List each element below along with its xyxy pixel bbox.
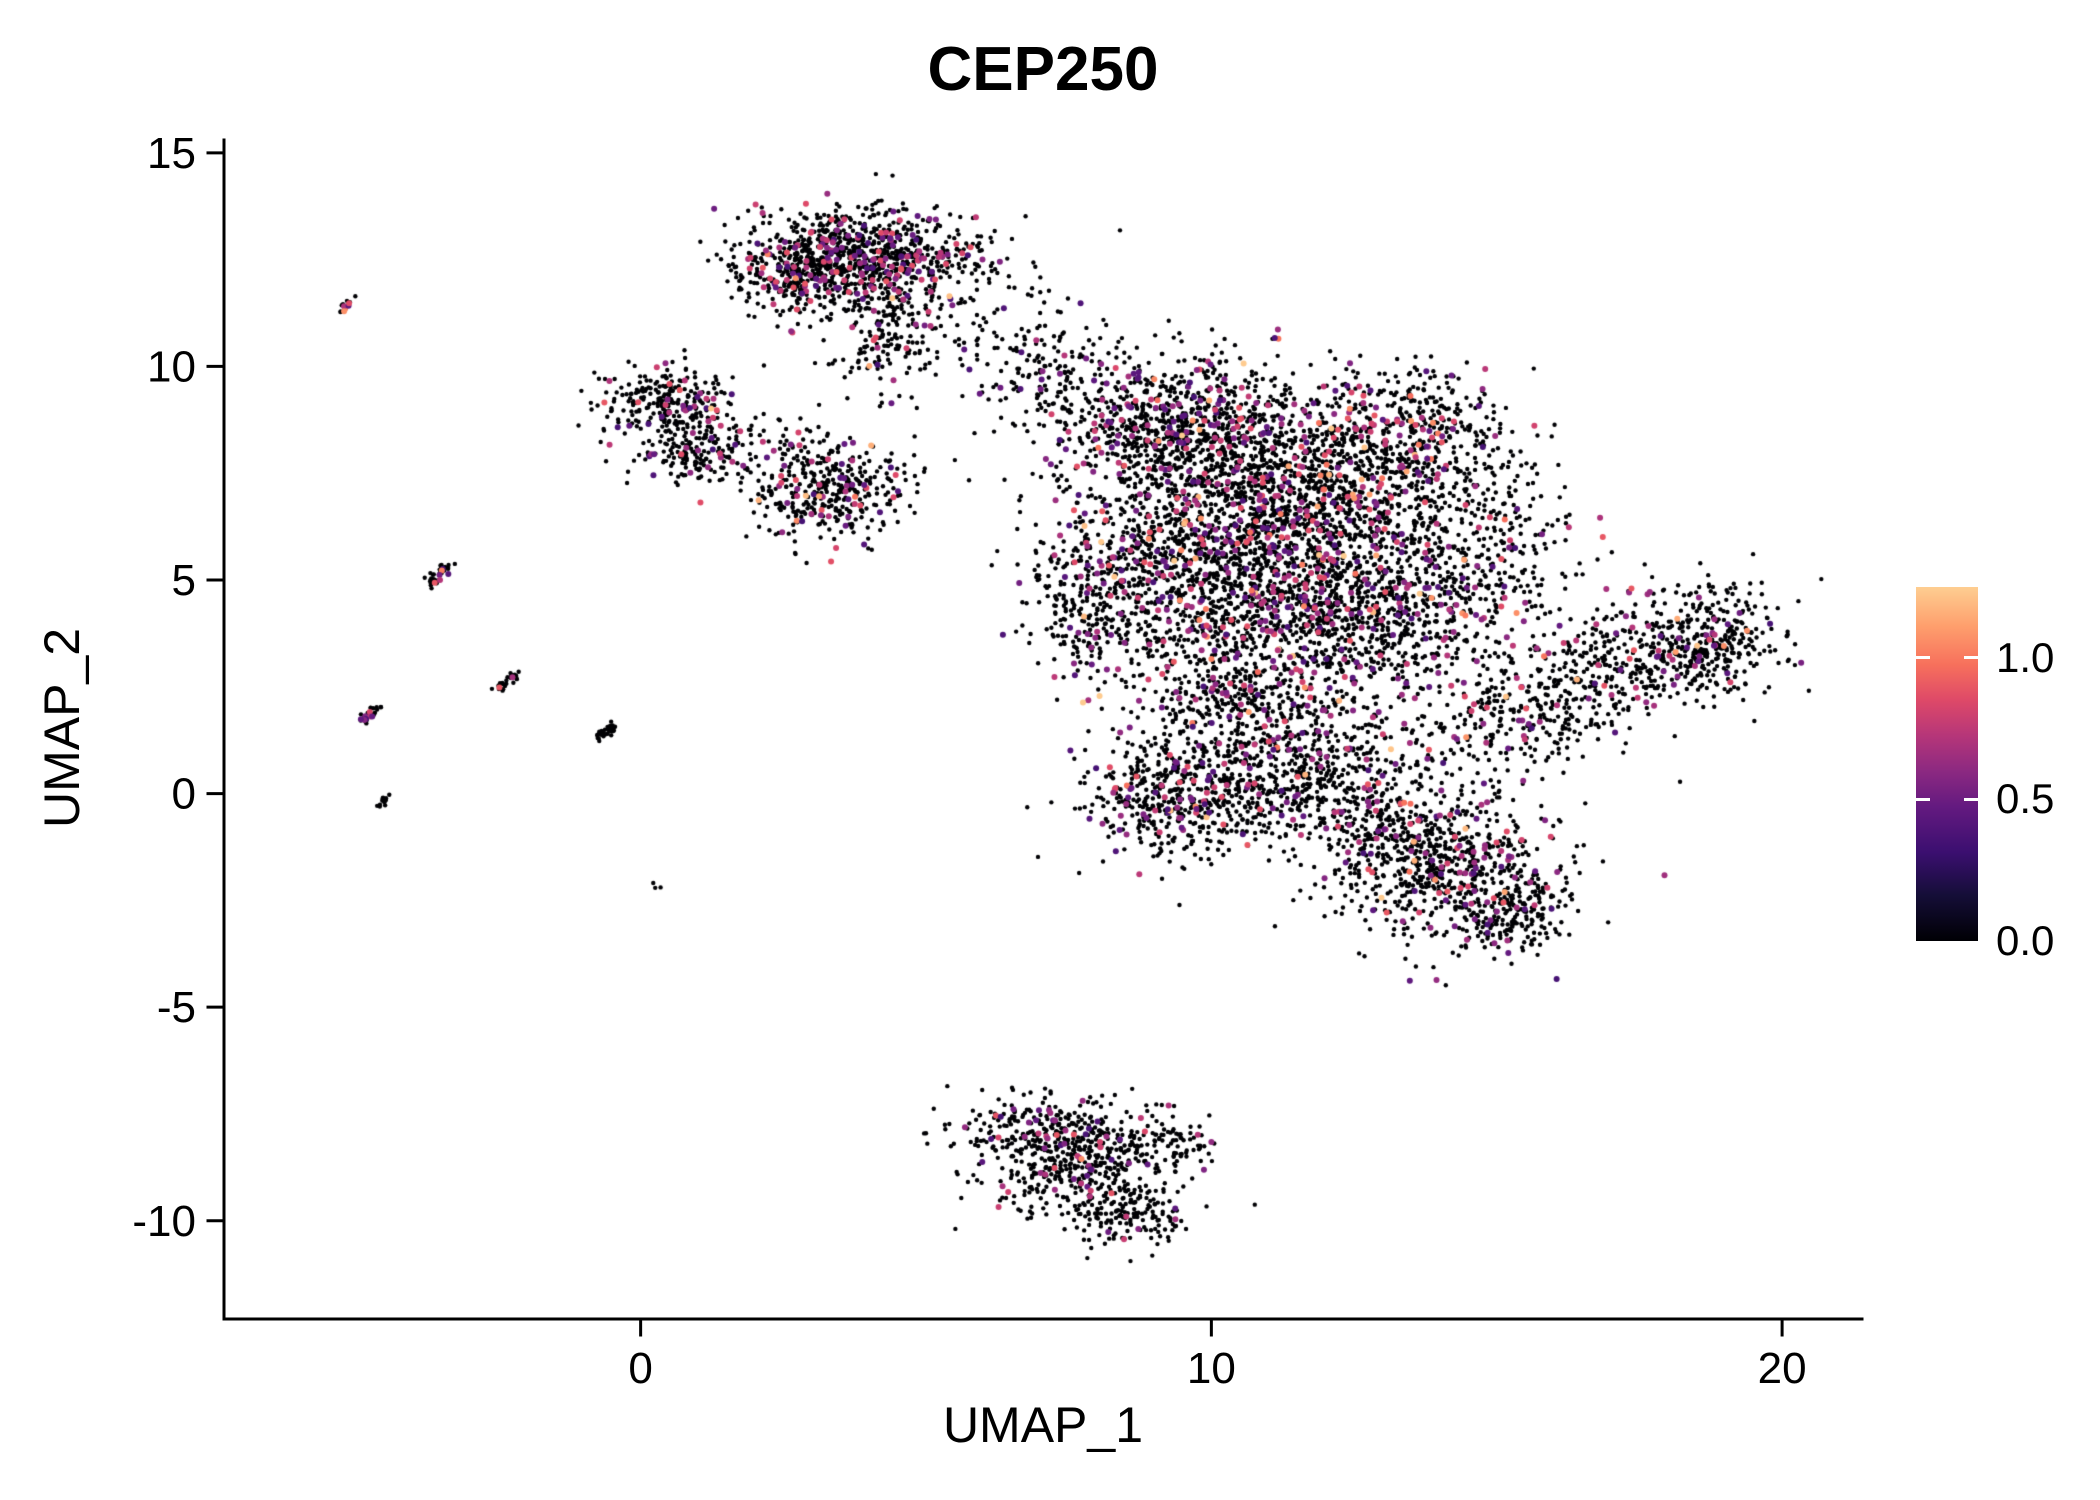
y-tick-label: 15 bbox=[147, 129, 196, 178]
colorbar-gradient bbox=[1916, 587, 1978, 941]
plot-title: CEP250 bbox=[927, 35, 1159, 104]
x-tick-label: 0 bbox=[628, 1344, 652, 1393]
y-tick-label: -5 bbox=[157, 983, 196, 1032]
y-tick-label: 0 bbox=[172, 770, 196, 819]
colorbar-legend bbox=[1916, 587, 1978, 941]
colorbar-tick-mark bbox=[1964, 656, 1978, 660]
x-axis-title: UMAP_1 bbox=[942, 1397, 1144, 1453]
x-tick-label: 10 bbox=[1187, 1344, 1236, 1393]
colorbar-tick-mark bbox=[1916, 656, 1930, 660]
colorbar-tick-label: 0.5 bbox=[1996, 775, 2055, 823]
colorbar-tick-label: 1.0 bbox=[1996, 633, 2055, 681]
colorbar-tick-mark bbox=[1916, 797, 1930, 801]
y-tick-label: 10 bbox=[147, 342, 196, 391]
y-tick-label: -10 bbox=[132, 1197, 196, 1246]
x-tick-label: 20 bbox=[1758, 1344, 1807, 1393]
colorbar-tick-label: 0.0 bbox=[1996, 917, 2055, 964]
colorbar-tick-mark bbox=[1964, 797, 1978, 801]
y-tick-label: 5 bbox=[172, 556, 196, 605]
y-axis-title: UMAP_2 bbox=[34, 627, 90, 829]
